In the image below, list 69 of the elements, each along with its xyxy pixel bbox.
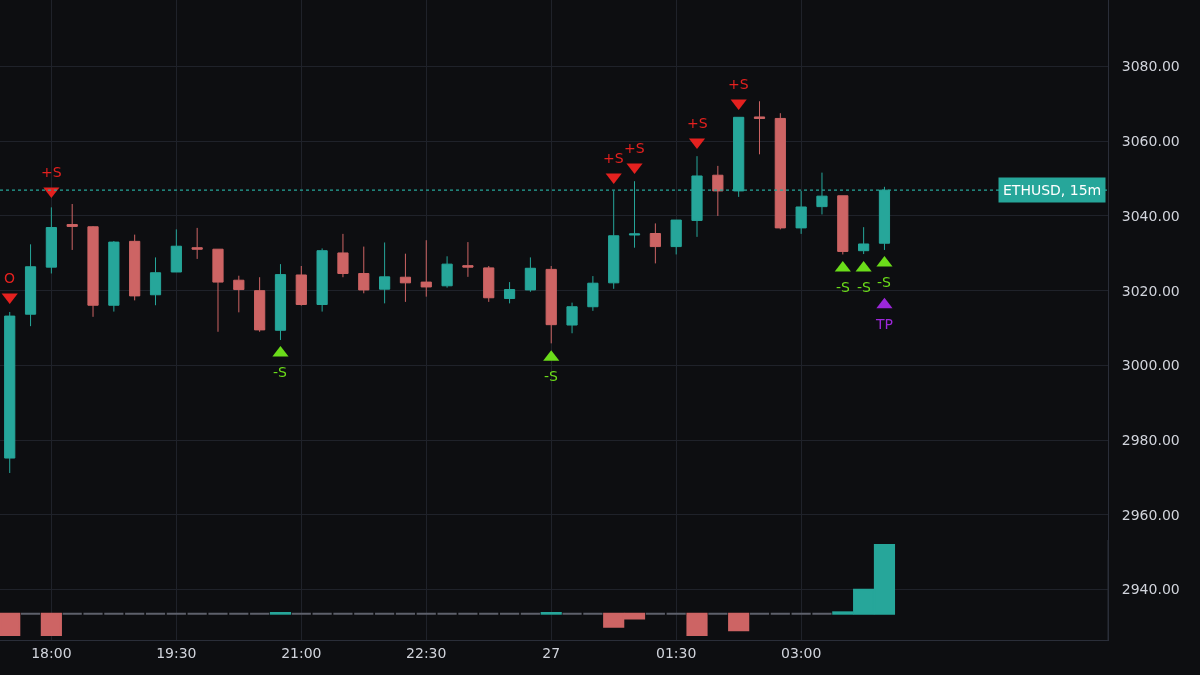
candlestick [45,206,57,274]
candlestick [503,281,516,304]
candlestick [337,233,349,278]
candlestick [295,265,307,307]
candlestick [524,256,536,293]
candlestick [274,263,287,341]
y-tick-label: 2940.00 [1121,581,1180,598]
candlestick [149,256,162,306]
candlestick [233,275,245,313]
bar [728,612,750,632]
data-label: O [4,270,16,286]
data-label: -S [877,274,892,290]
candlestick [129,234,141,301]
data-label: +S [728,76,749,92]
candlestick [399,253,412,303]
data-label: -S [544,368,559,384]
candlestick [358,246,370,294]
y-tick-label: 3040.00 [1121,207,1180,224]
x-tick-label: 22:30 [406,644,447,661]
candlestick [4,311,16,474]
candlestick [753,100,766,155]
candlestick [441,255,453,289]
ref-line-label: ETHUSD, 15m [1003,182,1102,198]
candlestick [670,219,682,255]
candlestick [170,228,182,273]
x-tick-label: 18:00 [31,644,72,661]
data-label: -S [273,364,288,380]
candlestick [649,222,661,264]
candlestick [858,226,870,255]
candlestick [24,243,37,327]
candlestick [545,265,557,344]
x-tick-label: 27 [542,644,561,661]
candlestick [87,225,99,318]
candlestick [420,239,432,298]
data-label: -S [857,279,872,295]
data-label: +S [687,115,708,131]
y-tick-label: 2960.00 [1121,506,1180,523]
candlestick [774,112,786,230]
candlestick [212,248,224,333]
y-tick-label: 3060.00 [1121,133,1180,150]
bar [40,612,62,636]
y-tick-label: 3020.00 [1121,282,1180,299]
candlestick [462,241,474,278]
candlestick [66,203,78,251]
bar [686,612,708,636]
y-tick-label: 3000.00 [1121,357,1180,374]
candlestick [108,240,120,313]
candlestick [837,195,849,255]
bar [0,612,21,636]
data-label: +S [624,140,645,156]
x-tick-label: 03:00 [780,644,822,661]
candlestick [566,302,578,334]
candlestick [587,275,599,312]
data-label: -S [836,279,851,295]
data-label: +S [603,150,624,166]
candlestick [316,247,328,313]
data-label: TP [875,316,893,332]
candlestick [379,241,391,304]
candlestick [483,265,495,303]
x-tick-label: 01:30 [656,644,697,661]
candlestick [191,227,203,260]
x-tick-label: 21:00 [281,644,322,661]
x-tick-label: 19:30 [156,644,197,661]
y-tick-label: 2980.00 [1121,432,1180,449]
candlestick [795,190,807,235]
data-label: +S [41,164,62,180]
candlestick [254,276,266,333]
candlestick [712,165,724,217]
y-tick-label: 3080.00 [1121,58,1180,75]
